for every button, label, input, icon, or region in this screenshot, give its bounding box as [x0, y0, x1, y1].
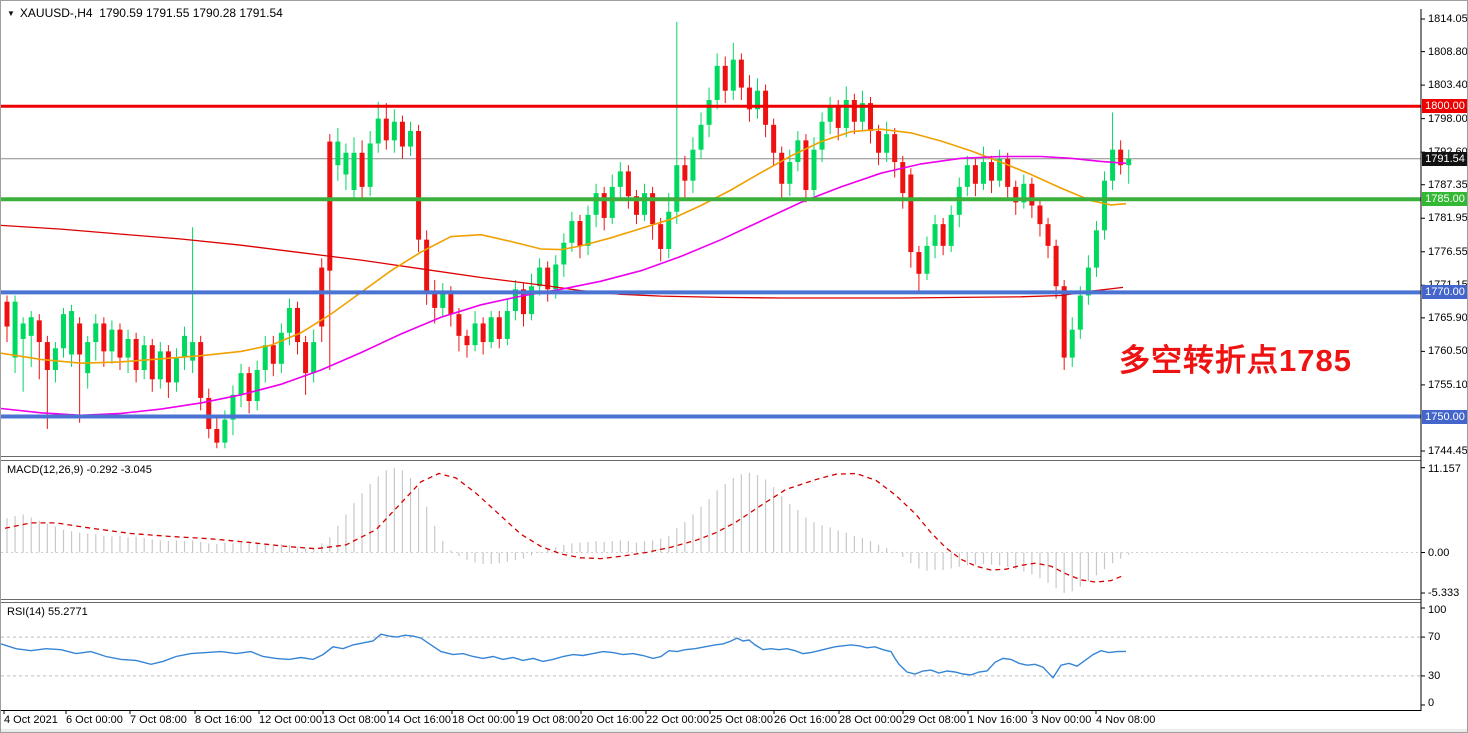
macd-scale-label: 0.00 — [1428, 546, 1450, 559]
price-axis-label: 1787.35 — [1428, 178, 1468, 191]
price-axis-label: 1798.00 — [1428, 112, 1468, 125]
panel-frame — [1, 9, 1422, 711]
rsi-scale-label: 0 — [1428, 697, 1435, 709]
date-axis-label: 18 Oct 00:00 — [452, 714, 515, 726]
rsi-indicator-label: RSI(14) 55.2771 — [7, 606, 88, 618]
horizontal-level-lines[interactable] — [1, 104, 1421, 419]
date-axis-label: 13 Oct 08:00 — [323, 714, 386, 726]
date-axis-label: 1 Nov 16:00 — [968, 714, 1028, 726]
price-axis-label: 1803.40 — [1428, 79, 1468, 92]
price-axis-label: 1765.90 — [1428, 311, 1468, 324]
analyst-annotation-text: 多空转折点1785 — [1119, 343, 1352, 378]
macd-scale-label: -5.333 — [1428, 587, 1460, 599]
price-level-badge: 1770.00 — [1422, 285, 1467, 300]
price-axis-label: 1744.45 — [1428, 445, 1468, 457]
date-axis-label: 28 Oct 00:00 — [839, 714, 902, 726]
date-axis-label: 4 Nov 08:00 — [1096, 714, 1156, 726]
price-axis-label: 1755.10 — [1428, 378, 1468, 391]
date-axis-label: 26 Oct 16:00 — [774, 714, 837, 726]
date-axis-label: 12 Oct 00:00 — [259, 714, 322, 726]
rsi-scale-label: 100 — [1428, 604, 1447, 616]
price-axis-label: 1776.55 — [1428, 245, 1468, 258]
price-level-badge: 1791.54 — [1422, 151, 1467, 166]
date-axis-label: 19 Oct 08:00 — [517, 714, 580, 726]
axis-ticks — [3, 18, 1425, 714]
date-axis-label: 3 Nov 00:00 — [1032, 714, 1092, 726]
rsi-panel — [1, 633, 1421, 679]
price-level-badge: 1785.00 — [1422, 192, 1467, 207]
price-level-badge: 1750.00 — [1422, 409, 1467, 424]
macd-indicator-label: MACD(12,26,9) -0.292 -3.045 — [7, 464, 152, 476]
date-axis-label: 6 Oct 00:00 — [66, 714, 123, 726]
date-axis-label: 25 Oct 08:00 — [710, 714, 773, 726]
date-axis-label: 29 Oct 08:00 — [903, 714, 966, 726]
chart-header: ▼ XAUUSD-,H4 1790.59 1791.55 1790.28 1791… — [7, 6, 283, 20]
price-axis-label: 1808.80 — [1428, 45, 1468, 58]
rsi-scale-label: 30 — [1428, 669, 1441, 682]
date-axis-label: 14 Oct 16:00 — [388, 714, 451, 726]
date-axis-label: 20 Oct 16:00 — [581, 714, 644, 726]
symbol-title: XAUUSD-,H4 — [19, 6, 93, 20]
macd-scale-label: 11.157 — [1428, 463, 1461, 475]
price-level-badge: 1800.00 — [1422, 99, 1467, 114]
candles-layer — [4, 21, 1132, 449]
price-axis-label: 1781.95 — [1428, 212, 1468, 225]
rsi-scale-label: 70 — [1428, 631, 1441, 644]
date-axis-label: 4 Oct 2021 — [4, 714, 58, 726]
date-axis-label: 22 Oct 00:00 — [646, 714, 709, 726]
header-ohlc-values: 1790.59 1791.55 1790.28 1791.54 — [99, 6, 283, 20]
price-axis-label: 1760.50 — [1428, 345, 1468, 358]
price-axis-label: 1814.05 — [1428, 13, 1468, 25]
symbol-dropdown-icon[interactable]: ▼ — [7, 9, 15, 18]
date-axis-label: 8 Oct 16:00 — [195, 714, 252, 726]
macd-panel — [1, 467, 1421, 594]
window-bottom-edge — [1, 729, 1467, 732]
date-axis-label: 7 Oct 08:00 — [130, 714, 187, 726]
